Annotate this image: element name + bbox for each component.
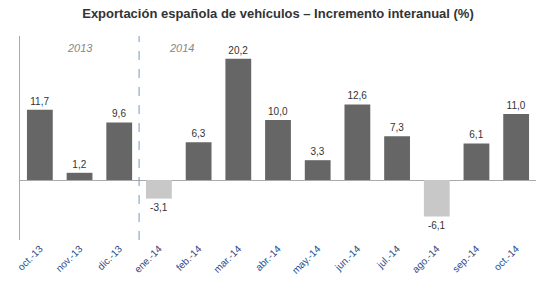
svg-text:oct.-13: oct.-13 [15,243,45,273]
svg-text:ene.-14: ene.-14 [132,243,164,275]
svg-text:11,0: 11,0 [507,100,526,111]
svg-text:Exportación española de vehícu: Exportación española de vehículos – Incr… [82,6,474,21]
svg-text:9,6: 9,6 [112,108,126,119]
svg-text:-3,1: -3,1 [150,202,168,213]
svg-text:10,0: 10,0 [268,106,288,117]
svg-text:6,1: 6,1 [469,129,483,140]
svg-text:-6,1: -6,1 [428,220,446,231]
svg-text:jul.-14: jul.-14 [374,243,402,271]
svg-text:6,3: 6,3 [191,128,205,139]
svg-text:sep.-14: sep.-14 [450,243,482,275]
svg-text:feb.-14: feb.-14 [174,243,204,273]
svg-text:2014: 2014 [169,42,194,54]
svg-text:mar.-14: mar.-14 [212,243,244,275]
svg-text:1,2: 1,2 [72,159,86,170]
svg-text:7,3: 7,3 [390,122,404,133]
svg-text:2013: 2013 [67,42,93,54]
svg-text:3,3: 3,3 [311,146,325,157]
svg-text:nov.-13: nov.-13 [54,243,85,274]
svg-text:12,6: 12,6 [347,90,367,101]
svg-text:abr.-14: abr.-14 [253,243,283,273]
svg-text:oct.-14: oct.-14 [492,243,522,273]
svg-text:dic.-13: dic.-13 [95,243,124,272]
svg-text:ago.-14: ago.-14 [410,243,442,275]
svg-text:may.-14: may.-14 [290,243,323,276]
svg-text:jun.-14: jun.-14 [332,243,362,273]
svg-text:20,2: 20,2 [228,45,248,56]
svg-text:11,7: 11,7 [30,96,49,107]
